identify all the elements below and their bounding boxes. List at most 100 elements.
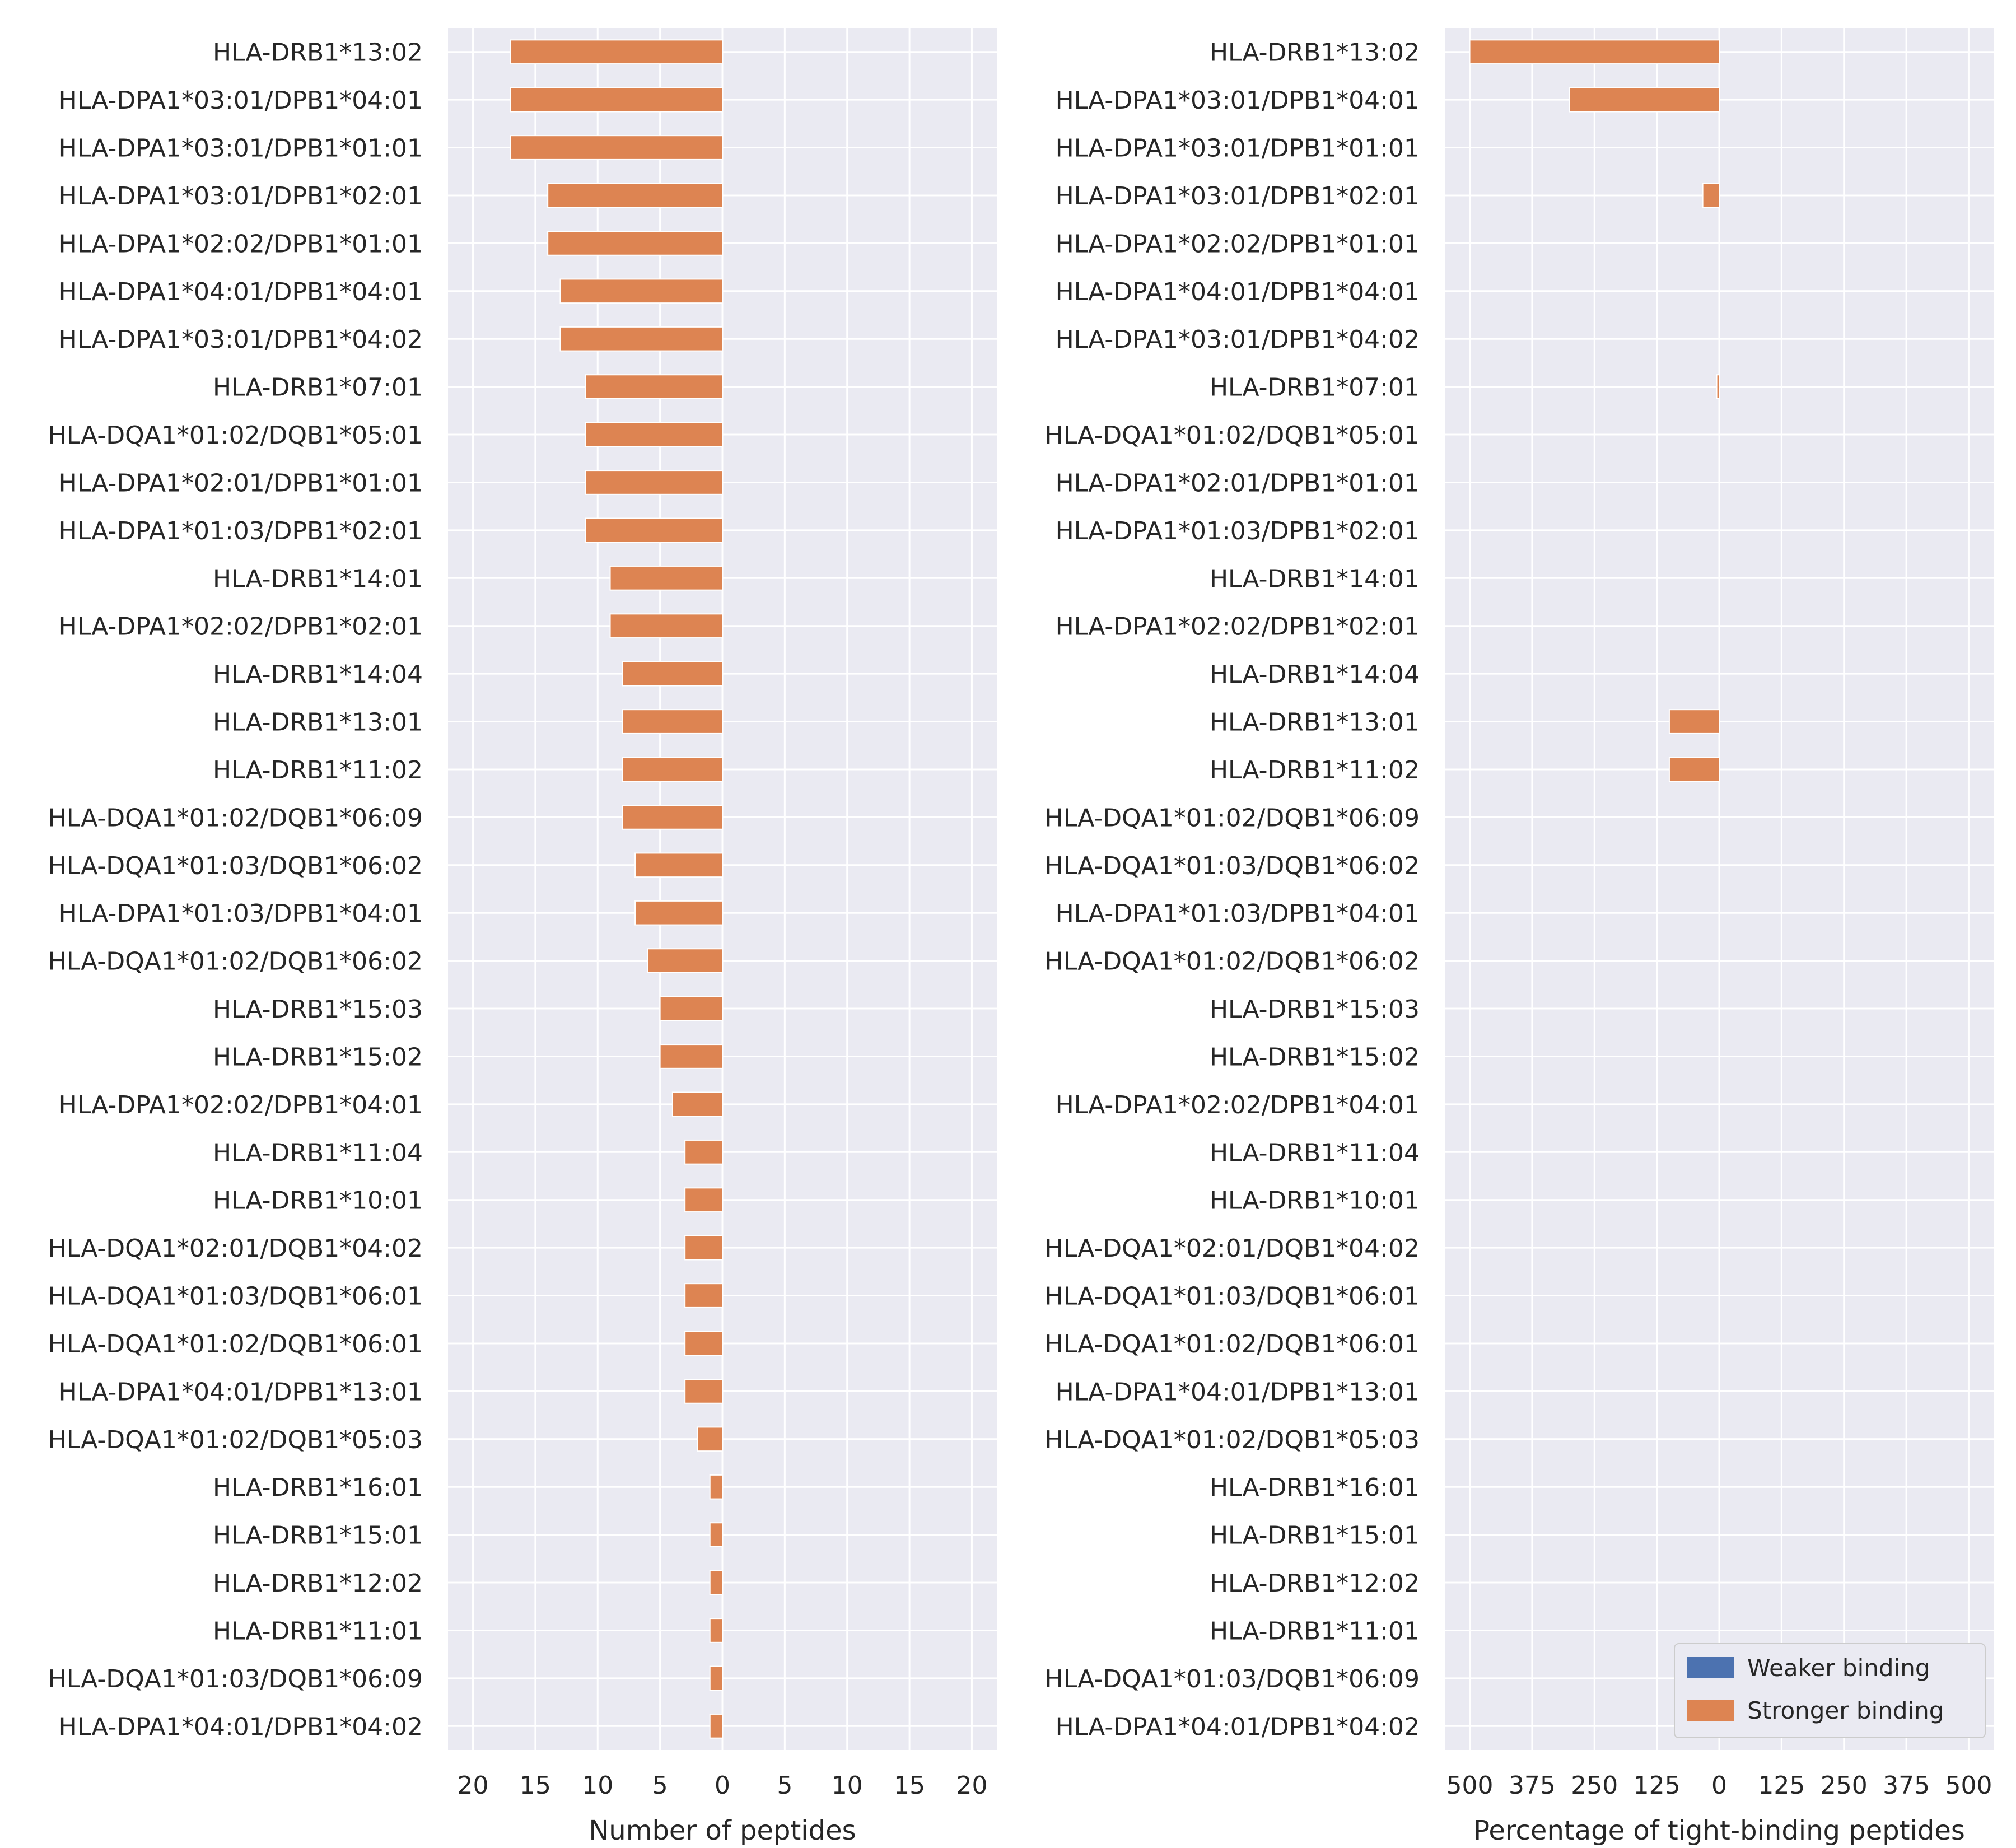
bar-stronger-binding xyxy=(559,326,723,352)
category-label: HLA-DRB1*15:03 xyxy=(1210,995,1420,1024)
category-label: HLA-DRB1*13:02 xyxy=(1210,39,1420,67)
category-label: HLA-DQA1*01:03/DQB1*06:02 xyxy=(1045,852,1420,880)
x-tick-label: 250 xyxy=(1821,1771,1868,1800)
category-label: HLA-DPA1*01:03/DPB1*02:01 xyxy=(59,517,423,545)
category-label: HLA-DQA1*01:02/DQB1*05:01 xyxy=(48,421,423,450)
category-label: HLA-DRB1*16:01 xyxy=(1210,1473,1420,1502)
category-label: HLA-DRB1*11:02 xyxy=(1210,756,1420,785)
category-label: HLA-DRB1*14:01 xyxy=(213,564,423,593)
legend-label: Stronger binding xyxy=(1747,1697,1944,1724)
bar-stronger-binding xyxy=(622,661,724,687)
bar-stronger-binding xyxy=(684,1235,723,1261)
category-label: HLA-DRB1*12:02 xyxy=(1210,1569,1420,1598)
bar-stronger-binding xyxy=(559,278,723,304)
bar-stronger-binding xyxy=(1469,39,1720,65)
bar-stronger-binding xyxy=(622,709,724,734)
category-label: HLA-DRB1*14:01 xyxy=(1210,564,1420,593)
category-label: HLA-DPA1*04:01/DPB1*04:02 xyxy=(59,1712,423,1741)
x-tick-label: 375 xyxy=(1509,1771,1556,1800)
x-tick-label: 0 xyxy=(715,1771,730,1800)
category-label: HLA-DPA1*03:01/DPB1*04:02 xyxy=(59,325,423,354)
bar-stronger-binding xyxy=(709,1618,724,1643)
legend-swatch xyxy=(1687,1657,1734,1678)
category-label: HLA-DPA1*02:02/DPB1*02:01 xyxy=(59,613,423,641)
category-label: HLA-DQA1*01:02/DQB1*06:02 xyxy=(1045,948,1420,976)
bar-stronger-binding xyxy=(585,374,723,399)
x-tick-label: 125 xyxy=(1634,1771,1681,1800)
right-chart-panel: HLA-DRB1*13:02 HLA-DPA1*03:01/DPB1*04:01 H… xyxy=(1045,28,1994,1846)
x-tick-label: 5 xyxy=(652,1771,668,1800)
bar-stronger-binding xyxy=(609,613,723,639)
category-label: HLA-DQA1*01:03/DQB1*06:09 xyxy=(1045,1665,1420,1693)
bar-stronger-binding xyxy=(697,1426,724,1452)
bar-stronger-binding xyxy=(510,87,723,113)
category-label: HLA-DPA1*02:01/DPB1*01:01 xyxy=(59,469,423,497)
category-label: HLA-DRB1*12:02 xyxy=(213,1569,423,1598)
bar-stronger-binding xyxy=(709,1522,724,1547)
x-tick-label: 500 xyxy=(1945,1771,1992,1800)
category-label: HLA-DRB1*11:01 xyxy=(213,1617,423,1645)
category-label: HLA-DPA1*03:01/DPB1*04:01 xyxy=(1056,86,1420,115)
x-tick-label: 10 xyxy=(582,1771,613,1800)
category-label: HLA-DPA1*03:01/DPB1*01:01 xyxy=(1056,134,1420,163)
x-tick-label: 15 xyxy=(894,1771,925,1800)
category-label: HLA-DRB1*15:02 xyxy=(213,1043,423,1071)
category-label: HLA-DRB1*15:03 xyxy=(213,995,423,1024)
category-label: HLA-DPA1*01:03/DPB1*04:01 xyxy=(1056,899,1420,928)
bar-stronger-binding xyxy=(510,135,723,160)
category-label: HLA-DQA1*01:03/DQB1*06:09 xyxy=(48,1665,423,1693)
category-label: HLA-DQA1*01:02/DQB1*06:02 xyxy=(48,948,423,976)
bar-stronger-binding xyxy=(684,1187,723,1213)
category-label: HLA-DQA1*01:02/DQB1*06:01 xyxy=(1045,1330,1420,1359)
bar-stronger-binding xyxy=(1716,374,1720,399)
bar-stronger-binding xyxy=(585,422,723,447)
category-label: HLA-DPA1*02:02/DPB1*02:01 xyxy=(1056,613,1420,641)
bar-stronger-binding xyxy=(1569,87,1720,113)
bar-stronger-binding xyxy=(1702,183,1720,208)
category-label: HLA-DRB1*14:04 xyxy=(1210,660,1420,689)
category-label: HLA-DQA1*01:02/DQB1*05:03 xyxy=(48,1426,423,1454)
bar-stronger-binding xyxy=(684,1331,723,1356)
category-label: HLA-DPA1*01:03/DPB1*04:01 xyxy=(59,899,423,928)
bar-stronger-binding xyxy=(634,900,724,926)
bar-stronger-binding xyxy=(634,852,724,878)
x-tick-label: 125 xyxy=(1758,1771,1805,1800)
category-label: HLA-DRB1*15:01 xyxy=(1210,1522,1420,1550)
bar-stronger-binding xyxy=(709,1665,724,1691)
bar-stronger-binding xyxy=(622,805,724,830)
bar-stronger-binding xyxy=(684,1379,723,1404)
category-label: HLA-DQA1*01:03/DQB1*06:01 xyxy=(1045,1282,1420,1311)
category-label: HLA-DRB1*13:02 xyxy=(213,39,423,67)
category-label: HLA-DPA1*03:01/DPB1*02:01 xyxy=(1056,182,1420,211)
bar-stronger-binding xyxy=(659,996,723,1021)
x-tick-label: 15 xyxy=(520,1771,551,1800)
category-label: HLA-DRB1*16:01 xyxy=(213,1473,423,1502)
x-tick-label: 250 xyxy=(1571,1771,1618,1800)
bar-stronger-binding xyxy=(709,1713,724,1739)
x-tick-label: 20 xyxy=(956,1771,987,1800)
category-label: HLA-DQA1*01:02/DQB1*06:09 xyxy=(1045,804,1420,832)
category-label: HLA-DQA1*01:02/DQB1*05:01 xyxy=(1045,421,1420,450)
category-label: HLA-DPA1*02:02/DPB1*04:01 xyxy=(59,1091,423,1119)
category-label: HLA-DPA1*03:01/DPB1*01:01 xyxy=(59,134,423,163)
category-label: HLA-DPA1*02:02/DPB1*01:01 xyxy=(1056,230,1420,258)
x-axis-label: Number of peptides xyxy=(589,1815,856,1846)
bar-stronger-binding xyxy=(659,1044,723,1069)
category-label: HLA-DQA1*01:03/DQB1*06:02 xyxy=(48,852,423,880)
category-label: HLA-DPA1*03:01/DPB1*02:01 xyxy=(59,182,423,211)
category-label: HLA-DPA1*04:01/DPB1*04:01 xyxy=(59,278,423,306)
category-label: HLA-DRB1*07:01 xyxy=(1210,374,1420,402)
bar-stronger-binding xyxy=(609,565,723,591)
category-label: HLA-DRB1*11:04 xyxy=(1210,1138,1420,1167)
bar-stronger-binding xyxy=(1668,757,1720,782)
legend-box xyxy=(1674,1643,1986,1738)
category-label: HLA-DQA1*01:02/DQB1*06:09 xyxy=(48,804,423,832)
category-label: HLA-DRB1*11:04 xyxy=(213,1138,423,1167)
category-label: HLA-DPA1*02:01/DPB1*01:01 xyxy=(1056,469,1420,497)
bar-stronger-binding xyxy=(647,948,724,973)
category-label: HLA-DPA1*04:01/DPB1*13:01 xyxy=(1056,1378,1420,1406)
bar-stronger-binding xyxy=(1668,709,1720,734)
x-tick-label: 375 xyxy=(1883,1771,1930,1800)
category-label: HLA-DRB1*10:01 xyxy=(1210,1187,1420,1215)
